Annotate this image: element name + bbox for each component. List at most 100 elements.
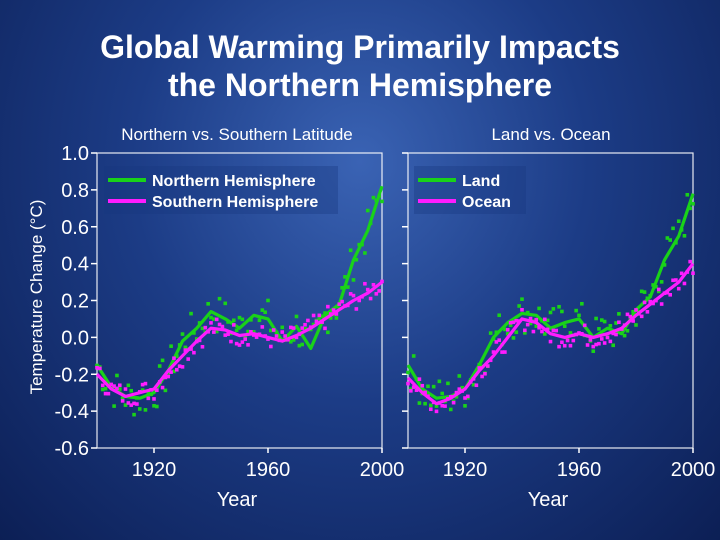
point-1-2-1992 [357,298,361,303]
series-line-2-2 [406,262,695,406]
point-2-1-1991 [665,236,670,240]
point-2-1-1923 [471,382,476,387]
point-2-2-1992 [668,292,672,297]
point-1-1-1903 [103,386,108,391]
point-1-2-1931 [183,348,188,352]
point-2-2-1972 [611,331,615,336]
point-2-1-1906 [423,401,427,406]
point-1-2-1907 [115,386,119,391]
y-tick-label-3: 0.0 [61,327,89,349]
point-1-1-1991 [354,257,359,262]
legend-label-2-1: Land [462,173,500,190]
point-2-2-1913 [443,404,447,408]
x-tick-label-1-2: 2000 [360,459,405,481]
point-2-2-1989 [659,302,664,306]
point-1-2-1981 [326,304,330,309]
point-1-1-1961 [269,328,273,333]
point-2-1-1919 [460,385,464,390]
point-1-2-1980 [323,326,327,331]
point-1-2-1991 [354,307,359,311]
point-2-2-1994 [674,278,678,282]
point-2-2-1993 [671,278,675,283]
point-2-2-1921 [466,394,470,399]
series-line-1-2 [95,280,383,398]
point-1-1-2000 [380,199,384,204]
point-1-1-1951 [240,317,245,322]
point-2-1-1939 [517,304,521,308]
point-1-2-1966 [283,334,287,338]
point-1-2-1949 [234,341,239,346]
y-axis-label: Temperature Change (°C) [27,200,46,395]
point-2-1-1918 [457,374,462,378]
point-1-2-1910 [123,387,128,391]
point-2-2-1933 [500,350,504,354]
point-2-2-1970 [605,335,610,340]
point-2-1-1972 [611,343,615,348]
point-1-1-1921 [155,404,159,409]
point-2-2-1953 [557,344,561,349]
point-2-1-1902 [411,354,416,358]
point-2-1-2000 [691,201,695,206]
point-1-1-1913 [132,412,136,417]
point-1-1-1931 [183,345,188,350]
point-1-2-1969 [291,326,296,330]
point-1-2-1983 [331,308,336,312]
point-1-1-1950 [237,315,242,320]
point-2-2-1936 [508,320,513,325]
point-1-1-1911 [126,383,131,388]
point-1-2-1986 [340,299,344,304]
point-2-2-1938 [514,318,519,323]
point-2-2-1940 [520,307,524,312]
point-2-2-1949 [545,327,550,332]
point-1-2-1900 [95,365,99,370]
point-1-1-1920 [152,404,156,408]
point-1-2-1904 [106,391,111,396]
point-2-2-1997 [682,281,687,286]
point-1-2-1941 [212,330,216,334]
point-1-2-1953 [246,343,250,347]
panel-title-1: Northern vs. Southern Latitude [121,125,353,144]
point-1-1-1987 [343,275,347,279]
point-2-2-1947 [540,329,544,334]
point-1-1-1917 [143,408,148,412]
point-2-2-1977 [625,312,630,317]
point-1-2-1970 [294,335,299,340]
point-2-2-1983 [642,300,647,305]
point-2-1-1937 [511,336,516,340]
point-2-2-1980 [634,308,638,312]
point-1-1-1909 [120,396,125,400]
point-2-1-1959 [574,308,578,313]
point-2-1-1976 [622,333,627,338]
point-1-2-1952 [243,337,247,341]
point-2-1-1904 [417,401,422,405]
point-1-1-1923 [160,358,165,363]
point-1-2-1994 [363,281,367,286]
x-axis-label-1: Year [217,489,258,511]
point-1-1-1940 [209,315,213,320]
point-1-2-1944 [220,324,225,329]
point-2-1-1968 [600,318,604,322]
y-tick-label-7: 0.8 [61,180,89,202]
point-1-2-1905 [109,382,114,387]
point-2-2-1945 [534,317,539,322]
point-1-1-1973 [303,326,307,331]
point-2-2-1903 [414,388,419,392]
x-axis-label-2: Year [528,489,569,511]
point-2-1-1955 [562,324,567,328]
point-2-1-1949 [545,318,550,323]
point-1-2-1946 [226,332,230,337]
point-2-1-1954 [560,309,564,314]
point-2-2-1904 [417,377,422,381]
point-1-1-1982 [328,316,333,320]
x-tick-label-2-1: 1960 [557,459,602,481]
legend-box-1 [104,166,338,214]
point-1-2-1911 [126,401,131,405]
point-1-2-1968 [289,325,293,330]
point-1-1-1907 [115,373,119,378]
point-2-2-1927 [483,371,487,376]
point-1-1-1988 [346,285,350,289]
point-2-2-1941 [523,328,527,333]
point-2-1-1956 [565,336,570,341]
point-2-1-1983 [642,290,647,294]
